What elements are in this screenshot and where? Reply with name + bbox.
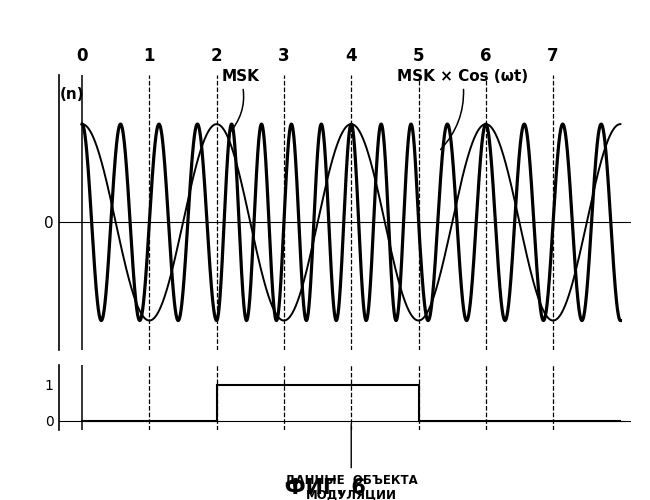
Text: (n): (n) (60, 87, 84, 102)
Text: MSK × Cos (ωt): MSK × Cos (ωt) (396, 69, 528, 150)
Text: ФИГ. 6: ФИГ. 6 (285, 478, 365, 498)
Text: MSK: MSK (221, 69, 259, 134)
Text: ДАННЫЕ  ОБЪЕКТА
МОДУЛЯЦИИ: ДАННЫЕ ОБЪЕКТА МОДУЛЯЦИИ (285, 424, 417, 500)
